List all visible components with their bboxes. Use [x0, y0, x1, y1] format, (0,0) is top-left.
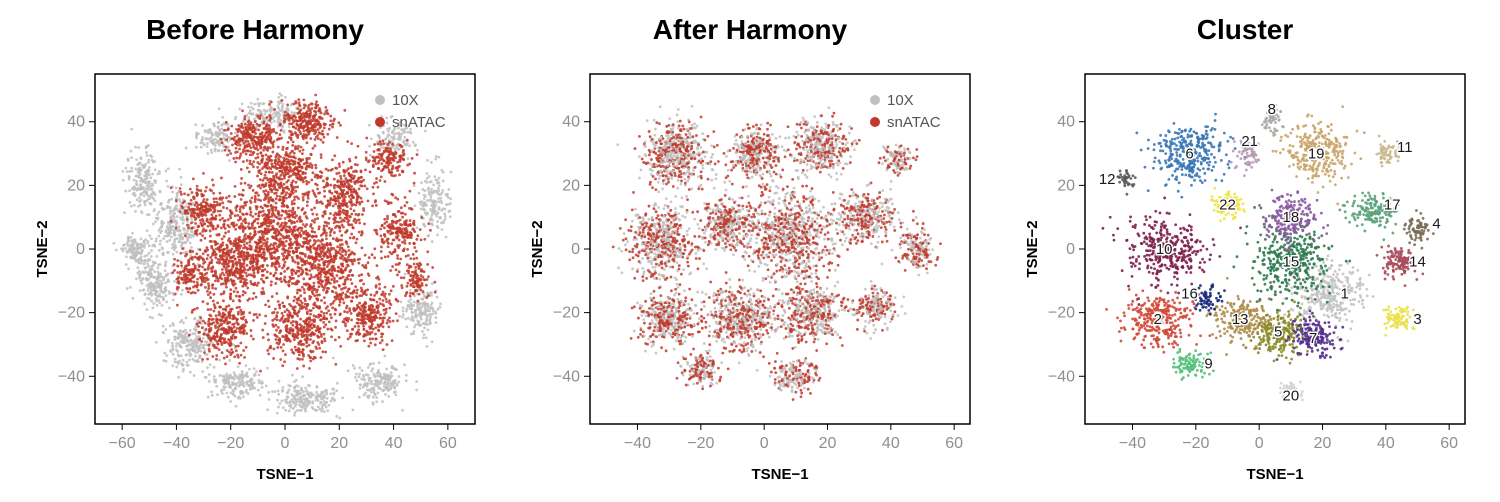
svg-text:TSNE−1: TSNE−1 [256, 466, 313, 483]
panel-title: Before Harmony [146, 14, 364, 46]
panel-before-harmony: Before Harmony −60 −40 −20 0 20 40 60 −40 −20 0 20… [25, 10, 485, 492]
svg-text:40: 40 [67, 114, 85, 131]
tsne-before-harmony: −60−40−200204060−40−2002040TSNE−1TSNE−21… [25, 54, 485, 492]
panel-cluster: Cluster −40−200204060−40−2002040TSNE−1TS… [1015, 10, 1475, 492]
svg-text:−20: −20 [217, 435, 244, 452]
figure-wrap: Before Harmony −60−40−200204060−40−20020… [0, 0, 1500, 502]
svg-text:0: 0 [76, 241, 85, 258]
svg-text:−40: −40 [58, 368, 85, 385]
svg-text:40: 40 [385, 435, 403, 452]
svg-text:−60: −60 [109, 435, 136, 452]
tsne-cluster: −40−200204060−40−2002040TSNE−1TSNE−21234… [1015, 54, 1475, 492]
svg-text:TSNE−2: TSNE−2 [34, 220, 51, 277]
panel-title: After Harmony [653, 14, 847, 46]
tsne-after-harmony: −40−200204060−40−2002040TSNE−1TSNE−210Xs… [520, 54, 980, 492]
svg-text:−40: −40 [163, 435, 190, 452]
svg-text:20: 20 [67, 177, 85, 194]
svg-text:20: 20 [330, 435, 348, 452]
svg-text:60: 60 [439, 435, 457, 452]
panel-after-harmony: After Harmony −40−200204060−40−2002040TS… [520, 10, 980, 492]
svg-text:0: 0 [281, 435, 290, 452]
svg-text:−20: −20 [58, 305, 85, 322]
panel-title: Cluster [1197, 14, 1293, 46]
